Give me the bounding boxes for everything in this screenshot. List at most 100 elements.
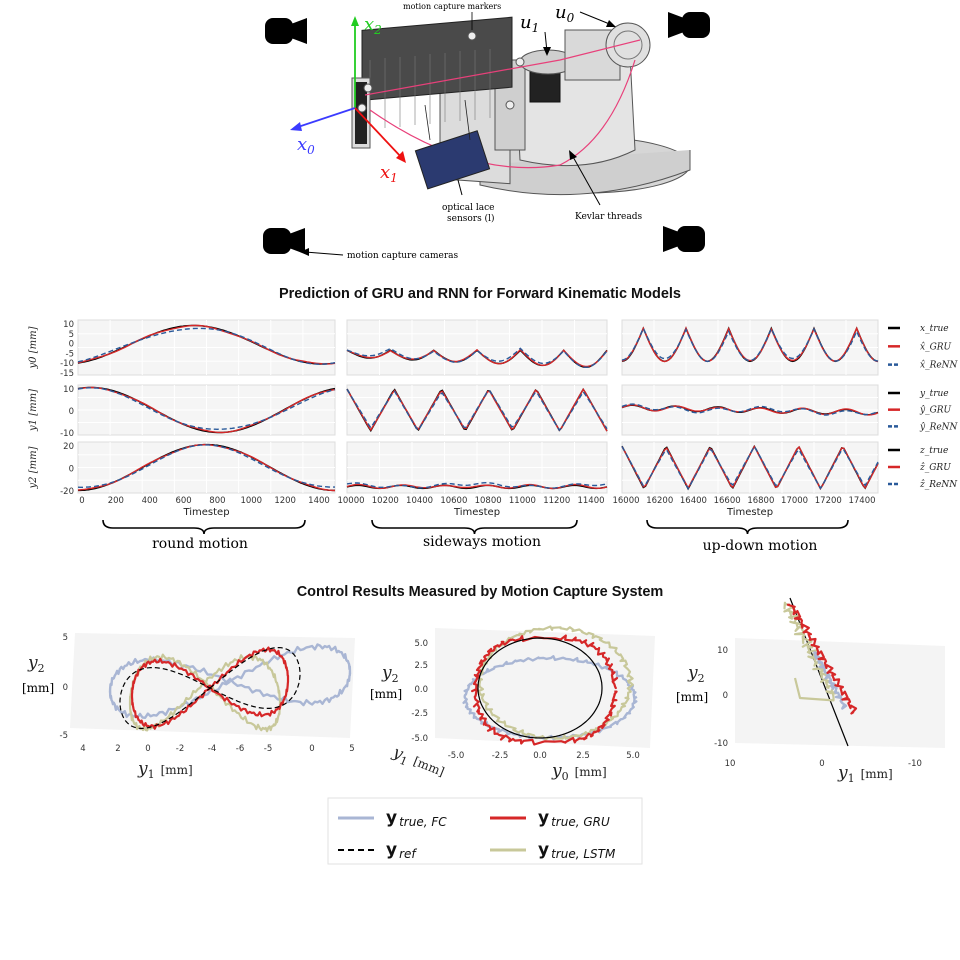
legend-entry: y_true: [919, 389, 949, 399]
label-u0: u0: [555, 2, 575, 25]
axis-unit: [mm]: [676, 690, 708, 704]
x-tick-label: 400: [142, 496, 158, 506]
series-line-renn: [621, 403, 879, 416]
trace-fc: [108, 643, 352, 719]
x-tick-label: 2: [115, 744, 120, 754]
trace-fc: [813, 651, 848, 710]
x-tick-label: 17200: [815, 496, 842, 506]
y-tick-label: -20: [60, 487, 74, 497]
series-line-renn: [77, 444, 335, 488]
y-tick-label: 0.0: [414, 685, 428, 695]
x-tick-label: -5.0: [448, 751, 465, 761]
trace-gru: [130, 646, 290, 730]
x-tick-label: -2.5: [492, 751, 509, 761]
y-tick-label: 10: [63, 385, 74, 395]
series-line-renn: [346, 389, 608, 432]
x-tick-label: 0: [309, 744, 314, 754]
trace-lstm: [476, 625, 634, 741]
label-cameras: motion capture cameras: [347, 251, 459, 261]
x-tick-label: 17400: [848, 496, 875, 506]
legend-entry: ŷ_GRU: [919, 405, 952, 416]
x-tick-label: 1200: [274, 496, 296, 506]
x-tick-label: 16000: [612, 496, 639, 506]
x-tick-label: 2.5: [576, 751, 590, 761]
y-tick-label: 0: [63, 683, 68, 693]
y-tick-label: -10: [714, 739, 728, 749]
x-tick-label: 1000: [240, 496, 262, 506]
x-tick-label: -4: [208, 744, 216, 754]
series-line-gru: [346, 348, 608, 368]
label-markers: motion capture markers: [403, 2, 501, 11]
motion-label: up-down motion: [703, 538, 818, 554]
series-line-renn: [621, 445, 879, 490]
x-tick-label: 1400: [308, 496, 330, 506]
series-line-renn: [77, 387, 336, 431]
axis-label: y1 [mm]: [137, 759, 193, 781]
legend-entry: y true, LSTM: [538, 840, 616, 861]
trace-gru: [471, 634, 619, 746]
x-tick-label: 10800: [475, 496, 502, 506]
y-tick-label: 5: [63, 633, 68, 643]
x-tick-label: 4: [80, 744, 85, 754]
camera-icon: [263, 228, 305, 254]
camera-icon: [663, 226, 705, 252]
axis-unit: [mm]: [22, 681, 54, 695]
y-tick-label: -10: [60, 359, 74, 369]
x-tick-label: 17000: [781, 496, 808, 506]
axis-unit: [mm]: [370, 687, 402, 701]
x-tick-label: 11000: [509, 496, 536, 506]
x-tick-label: -6: [236, 744, 244, 754]
x-axis-label: Timestep: [182, 507, 229, 518]
x-tick-label: 0.0: [533, 751, 547, 761]
x-tick-label: 10600: [440, 496, 467, 506]
x-tick-label: -2: [176, 744, 184, 754]
robot-diagram: motion capture markers x2 x0 x1 u1 u0 op…: [263, 2, 710, 261]
legend-entry: y true, FC: [386, 808, 447, 829]
y-tick-label: 0: [69, 340, 74, 350]
y-tick-label: 5: [69, 330, 74, 340]
x-tick-label: 800: [209, 496, 225, 506]
x-tick-label: 10000: [337, 496, 364, 506]
y-tick-label: -10: [60, 429, 74, 439]
x-tick-label: 0: [819, 759, 824, 769]
y-tick-label: 10: [717, 646, 728, 656]
x-tick-label: 0: [79, 496, 84, 506]
label-kevlar: Kevlar threads: [575, 212, 642, 222]
control-title: Control Results Measured by Motion Captu…: [296, 584, 664, 600]
x-tick-label: 16800: [747, 496, 774, 506]
motion-label: round motion: [152, 536, 248, 552]
x-tick-label: 0: [145, 744, 150, 754]
y-tick-label: -2.5: [411, 709, 428, 719]
legend-entry: x̂_ReNN: [920, 360, 959, 371]
camera-icon: [668, 12, 710, 38]
y-tick-label: 10: [63, 320, 74, 330]
label-u1: u1: [520, 12, 539, 35]
y-tick-label: 20: [63, 442, 74, 452]
axis-label: y2: [687, 663, 705, 685]
x-tick-label: 16200: [646, 496, 673, 506]
y-tick-label: 2.5: [414, 661, 428, 671]
x-axis-label: Timestep: [453, 507, 500, 518]
x-tick-label: 5: [349, 744, 354, 754]
axis-label: y2: [27, 653, 45, 675]
trace-fc: [462, 655, 638, 741]
legend-entry: ẑ_GRU: [919, 462, 951, 473]
x-tick-label: 10200: [372, 496, 399, 506]
trace-ref: [789, 597, 849, 747]
brace: [646, 519, 849, 535]
legend-entry: ŷ_ReNN: [919, 421, 959, 432]
legend-entry: y true, GRU: [538, 808, 610, 829]
x-tick-label: 200: [108, 496, 124, 506]
y-tick-label: 0: [69, 407, 74, 417]
label-lace: optical lace sensors (l): [442, 203, 494, 224]
x-tick-label: 16600: [714, 496, 741, 506]
x-tick-label: 11200: [543, 496, 570, 506]
series-line-renn: [346, 482, 608, 489]
axis-label: y1 [mm]: [837, 763, 893, 785]
y-tick-label: 0: [69, 465, 74, 475]
y-axis-label: y0 [mm]: [28, 326, 39, 369]
axis-label: y0 [mm]: [551, 761, 607, 783]
control-chart: 4 2 0 -2 -4 -6 -5 0 5 5 0 -5 -5.0 -2.5 0.0 2.5 5.0 5.0 2.5…: [22, 597, 945, 865]
prediction-chart: round motion sideways motion up-down mot…: [28, 319, 959, 554]
trace-ref: [119, 647, 301, 729]
